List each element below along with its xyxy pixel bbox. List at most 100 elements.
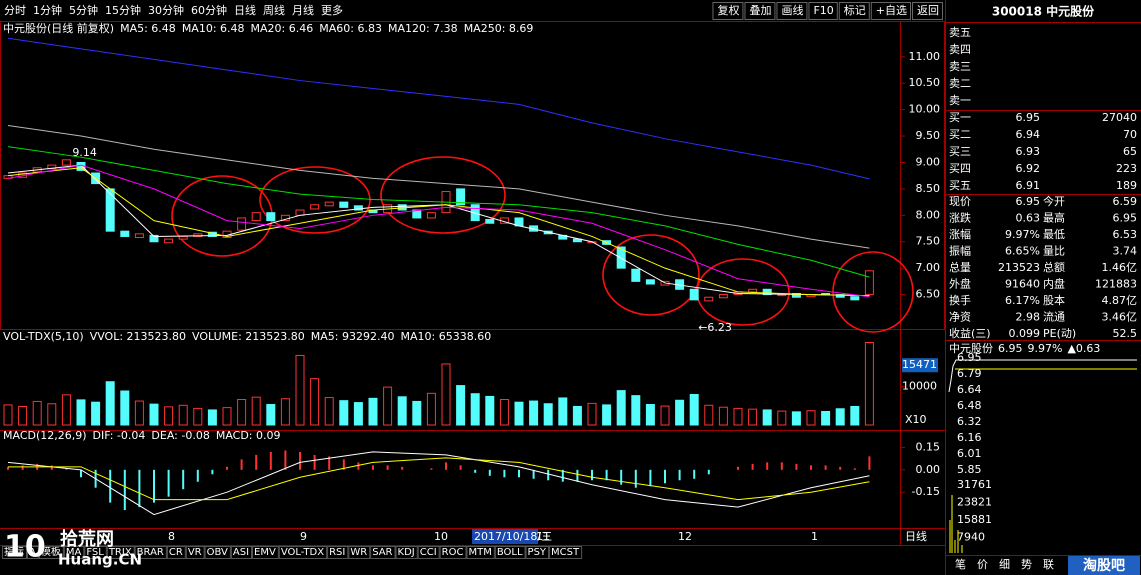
code-name: 300018 中元股份 bbox=[992, 4, 1095, 19]
indicator-tab[interactable]: 模板 bbox=[41, 545, 61, 558]
toolbar-button[interactable]: 画线 bbox=[781, 3, 803, 17]
date-label: 9 bbox=[300, 530, 307, 543]
period-tab[interactable]: 15分钟 bbox=[105, 3, 141, 17]
candle bbox=[572, 238, 582, 243]
volume-bar bbox=[762, 409, 772, 426]
candle bbox=[193, 233, 203, 237]
stat-label: 总量 bbox=[949, 260, 971, 274]
toolbar-button[interactable]: 叠加 bbox=[749, 4, 771, 17]
indicator-tab[interactable]: ROC bbox=[442, 547, 464, 558]
stat-value: 3.74 bbox=[1113, 245, 1138, 258]
mini-volume-tick: 31761 bbox=[957, 478, 992, 491]
button-frame bbox=[912, 2, 943, 20]
stat-label: 最高 bbox=[1043, 211, 1065, 225]
panel-tab[interactable]: 价 bbox=[977, 558, 988, 571]
circle bbox=[259, 166, 371, 234]
candle bbox=[266, 212, 276, 222]
period-tab[interactable]: 日线 bbox=[234, 3, 256, 17]
sell-label: 卖二 bbox=[949, 77, 971, 90]
buy-label: 买三 bbox=[949, 145, 971, 158]
volume-bar bbox=[237, 399, 247, 426]
toolbar-button[interactable]: 返回 bbox=[917, 4, 939, 17]
ma-legend: MA5: 6.48 bbox=[120, 22, 176, 35]
indicator-tab[interactable]: OBV bbox=[207, 547, 228, 558]
period-tab[interactable]: 1分钟 bbox=[33, 3, 62, 17]
macd-legend: MACD(12,26,9) bbox=[3, 429, 87, 442]
indicator-tab[interactable]: FSL bbox=[86, 547, 104, 558]
volume-bar bbox=[587, 402, 597, 426]
panel-tab[interactable]: 细 bbox=[999, 558, 1010, 571]
indicator-tab[interactable]: TRIX bbox=[108, 547, 132, 558]
toolbar-button[interactable]: 标记 bbox=[844, 3, 866, 17]
panel-tab[interactable]: 势 bbox=[1021, 558, 1032, 571]
period-tab[interactable]: 30分钟 bbox=[148, 3, 184, 17]
candle bbox=[324, 201, 334, 207]
macd-legend: DEA: -0.08 bbox=[151, 429, 209, 442]
volume-bar bbox=[91, 401, 101, 426]
toolbar-button[interactable]: F10 bbox=[813, 4, 833, 17]
date-label: 12 bbox=[678, 530, 692, 543]
volume-bar bbox=[514, 401, 524, 426]
indicator-tab[interactable]: MA bbox=[66, 547, 82, 558]
stat-label: 今开 bbox=[1043, 194, 1065, 208]
indicator-tab[interactable]: SAR bbox=[372, 547, 392, 558]
indicator-tab[interactable]: VR bbox=[188, 547, 202, 558]
indicator-tab[interactable]: BOLL bbox=[497, 547, 523, 558]
indicator-tab[interactable]: VOL-TDX bbox=[281, 547, 324, 558]
volume-bar bbox=[864, 342, 874, 426]
period-label: 日线 bbox=[905, 529, 927, 543]
candle bbox=[704, 296, 714, 302]
indicator-tab[interactable]: ASI bbox=[233, 547, 249, 558]
indicator-tab[interactable]: CCI bbox=[420, 547, 437, 558]
indicator-tab[interactable]: RSI bbox=[329, 547, 345, 558]
mini-volume-tick: 7940 bbox=[957, 531, 985, 544]
buy-volume: 223 bbox=[1116, 162, 1137, 175]
volume-bar bbox=[748, 408, 758, 426]
volume-bar bbox=[835, 408, 845, 426]
stat-label: PE(动) bbox=[1043, 327, 1076, 340]
indicator-tab[interactable]: A bbox=[29, 547, 36, 558]
buy-volume: 189 bbox=[1116, 179, 1137, 192]
annotation: 9.14 bbox=[72, 146, 97, 159]
tab-frame bbox=[327, 546, 349, 559]
stat-value: 9.97% bbox=[1005, 228, 1040, 241]
period-tab[interactable]: 5分钟 bbox=[69, 3, 98, 17]
indicator-tab[interactable]: PSY bbox=[528, 547, 547, 558]
indicator-tab[interactable]: 指标 bbox=[4, 545, 24, 558]
indicator-tab[interactable]: EMV bbox=[254, 547, 276, 558]
volume-bar bbox=[675, 399, 685, 426]
volume-bar bbox=[280, 398, 290, 426]
buy-price: 6.94 bbox=[1016, 128, 1041, 141]
indicator-tab[interactable]: MTM bbox=[468, 547, 491, 558]
volume-bar bbox=[324, 397, 334, 426]
indicator-tab[interactable]: BRAR bbox=[137, 547, 164, 558]
vol-legend: VOLUME: 213523.80 bbox=[192, 330, 305, 343]
period-tab[interactable]: 分时 bbox=[4, 4, 26, 17]
indicator-tab[interactable]: WR bbox=[350, 547, 367, 558]
stat-label: 净资 bbox=[949, 310, 971, 324]
mini-price-tick: 6.64 bbox=[957, 383, 982, 396]
indicator-tab[interactable]: KDJ bbox=[398, 547, 415, 558]
indicator-tab[interactable]: MCST bbox=[551, 547, 580, 558]
period-tab[interactable]: 更多 bbox=[321, 3, 343, 17]
candle bbox=[456, 188, 466, 206]
candle bbox=[762, 288, 772, 296]
panel-tab[interactable]: 笔 bbox=[955, 557, 966, 571]
stat-label: 量比 bbox=[1043, 245, 1065, 258]
toolbar-button[interactable]: 复权 bbox=[717, 3, 739, 17]
period-tab[interactable]: 60分钟 bbox=[191, 3, 227, 17]
period-tab[interactable]: 周线 bbox=[263, 3, 285, 17]
toolbar-button[interactable]: +自选 bbox=[876, 4, 907, 17]
candle bbox=[748, 288, 758, 293]
indicator-tab[interactable]: CR bbox=[169, 547, 183, 558]
panel-tab[interactable]: 联 bbox=[1043, 558, 1054, 571]
candle bbox=[164, 238, 174, 244]
period-tab[interactable]: 月线 bbox=[292, 3, 314, 17]
stat-value: 213523 bbox=[998, 261, 1040, 274]
price-frame bbox=[0, 21, 945, 330]
buy-volume: 27040 bbox=[1102, 111, 1137, 124]
volume-bar bbox=[353, 402, 363, 426]
y-tick-label: 7.00 bbox=[916, 261, 941, 274]
tab-frame bbox=[439, 546, 467, 559]
tab-frame bbox=[27, 546, 39, 559]
